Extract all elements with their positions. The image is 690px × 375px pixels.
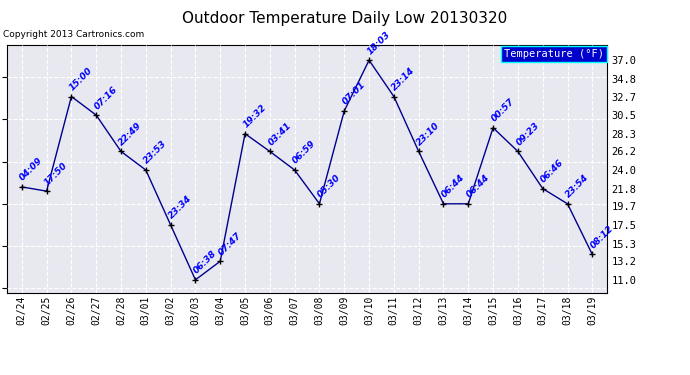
Text: 07:47: 07:47 <box>217 231 244 257</box>
Text: 08:12: 08:12 <box>589 224 615 251</box>
Text: 09:23: 09:23 <box>514 121 541 147</box>
Text: 05:30: 05:30 <box>316 173 342 200</box>
Text: 23:54: 23:54 <box>564 173 591 200</box>
Text: 04:09: 04:09 <box>18 156 45 183</box>
Text: Temperature (°F): Temperature (°F) <box>504 49 604 59</box>
Text: 06:38: 06:38 <box>192 249 219 276</box>
Text: 06:44: 06:44 <box>464 173 491 200</box>
Text: 15:00: 15:00 <box>68 66 95 92</box>
Text: Copyright 2013 Cartronics.com: Copyright 2013 Cartronics.com <box>3 30 145 39</box>
Text: 18:03: 18:03 <box>366 29 392 56</box>
Text: 23:53: 23:53 <box>142 139 169 166</box>
Text: 17:50: 17:50 <box>43 160 70 187</box>
Text: 06:46: 06:46 <box>539 158 566 184</box>
Text: 06:59: 06:59 <box>291 139 317 166</box>
Text: 03:41: 03:41 <box>266 121 293 147</box>
Text: 07:16: 07:16 <box>92 84 119 111</box>
Text: 23:10: 23:10 <box>415 121 442 147</box>
Text: 23:14: 23:14 <box>391 66 417 92</box>
Text: 19:32: 19:32 <box>241 103 268 129</box>
Text: 22:49: 22:49 <box>117 121 144 147</box>
Text: 06:44: 06:44 <box>440 173 466 200</box>
Text: 23:34: 23:34 <box>167 194 194 221</box>
Text: Outdoor Temperature Daily Low 20130320: Outdoor Temperature Daily Low 20130320 <box>182 11 508 26</box>
Text: 00:57: 00:57 <box>489 97 516 124</box>
Text: 07:01: 07:01 <box>341 80 367 107</box>
